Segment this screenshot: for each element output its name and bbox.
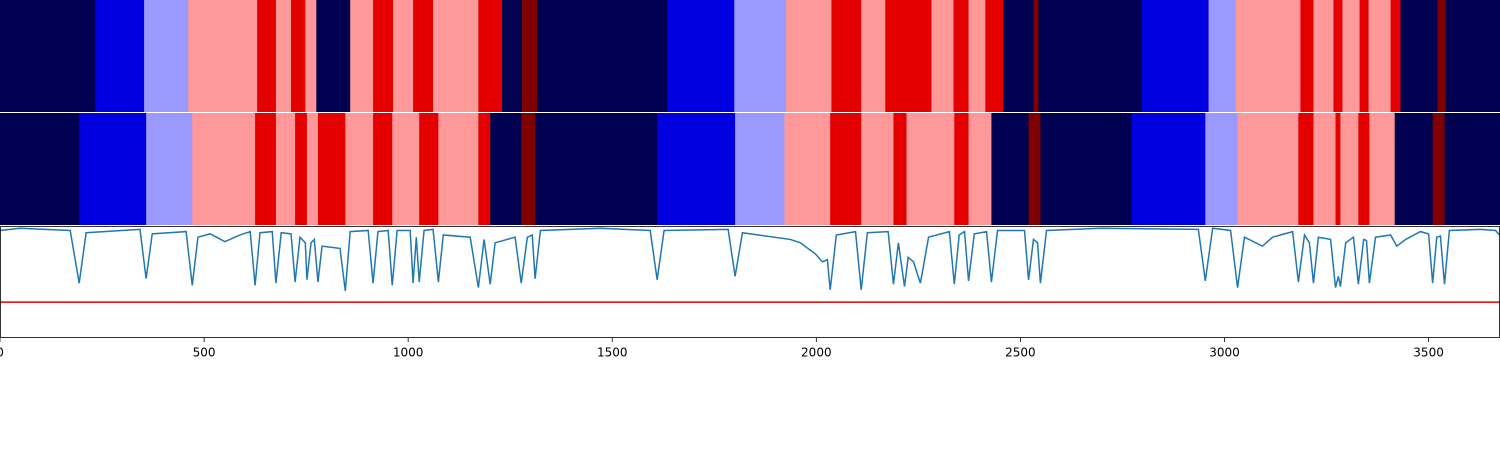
x-tick-label: 1500 — [597, 346, 628, 360]
strip-segment — [968, 0, 986, 112]
x-tick-label: 2000 — [801, 346, 832, 360]
strip-segment — [1359, 0, 1370, 112]
strip-segment — [345, 113, 374, 225]
strip-segment — [1394, 113, 1434, 225]
strip-segment — [1141, 0, 1210, 112]
strip-segment — [257, 0, 277, 112]
strip-segment — [255, 113, 277, 225]
strip-segment — [79, 113, 147, 225]
strip-segment — [350, 0, 374, 112]
strip-segment — [830, 113, 862, 225]
strip-segment — [885, 0, 932, 112]
strip-segment — [535, 113, 658, 225]
strip-segment — [1131, 113, 1206, 225]
strip-segment — [316, 0, 351, 112]
strip-segment — [861, 0, 886, 112]
strip-segment — [1400, 0, 1439, 112]
strip-segment — [1033, 0, 1039, 112]
strip-segment — [954, 113, 970, 225]
strip-segment — [373, 0, 394, 112]
strip-segment — [784, 113, 831, 225]
strip-segment — [478, 113, 491, 225]
strip-segment — [490, 113, 522, 225]
strip-segment — [1205, 113, 1239, 225]
strip-segment — [1445, 0, 1500, 112]
strip-segment — [1358, 113, 1370, 225]
strip-segment — [1208, 0, 1237, 112]
strip-segment — [146, 113, 193, 225]
data-line — [0, 227, 1500, 292]
strip-segment — [1028, 113, 1041, 225]
strip-segment — [1335, 113, 1341, 225]
strip-segment — [192, 113, 256, 225]
strip-segment — [392, 113, 420, 225]
x-tick-label: 3500 — [1413, 346, 1444, 360]
strip-segment — [1298, 113, 1314, 225]
strip-segment — [478, 0, 503, 112]
strip-segment — [1003, 0, 1034, 112]
strip-segment — [291, 0, 306, 112]
strip-segment — [522, 0, 538, 112]
strip-segment — [1390, 0, 1401, 112]
x-tick-label: 0 — [0, 346, 4, 360]
strip-segment — [735, 113, 785, 225]
strip-segment — [991, 113, 1030, 225]
strip-segment — [1300, 0, 1314, 112]
strip-segment — [537, 0, 668, 112]
strip-segment — [1342, 0, 1361, 112]
strip-segment — [1369, 113, 1396, 225]
strip-segment — [931, 0, 954, 112]
strip-segment — [317, 113, 346, 225]
x-tick-label: 1000 — [393, 346, 424, 360]
strip-segment — [667, 0, 735, 112]
strip-segment — [144, 0, 189, 112]
axes-frame — [0, 226, 1500, 338]
strip-segment — [734, 0, 787, 112]
strip-segment — [373, 113, 393, 225]
strip-segment — [968, 113, 992, 225]
strip-segment — [438, 113, 479, 225]
strip-segment — [502, 0, 523, 112]
strip-segment — [1437, 0, 1447, 112]
strip-segment — [1313, 113, 1337, 225]
strip-segment — [1340, 113, 1359, 225]
strip-segment — [305, 0, 317, 112]
strip-segment — [419, 113, 439, 225]
strip-segment — [1444, 113, 1500, 225]
strip-segment — [786, 0, 832, 112]
strip-segment — [433, 0, 479, 112]
x-tick-label: 2500 — [1005, 346, 1036, 360]
strip-segment — [1333, 0, 1343, 112]
strip-segment — [1432, 113, 1445, 225]
strip-segment — [1237, 113, 1299, 225]
strip-segment — [275, 113, 296, 225]
strip-segment — [413, 0, 434, 112]
x-tick-label: 500 — [193, 346, 216, 360]
strip-segment — [1040, 113, 1132, 225]
strip-segment — [0, 0, 96, 112]
strip-segment — [953, 0, 970, 112]
strip-segment — [1368, 0, 1392, 112]
strip-segment — [906, 113, 955, 225]
strip-segment — [306, 113, 319, 225]
strip-segment — [831, 0, 862, 112]
strip-segment — [188, 0, 258, 112]
strip-segment — [985, 0, 1004, 112]
strip-segment — [657, 113, 736, 225]
strip-segment — [295, 113, 308, 225]
strip-segment — [95, 0, 145, 112]
strip-segment — [1038, 0, 1143, 112]
strip-segment — [1235, 0, 1301, 112]
strip-segment — [1313, 0, 1334, 112]
x-tick-label: 3000 — [1209, 346, 1240, 360]
strip-segment — [893, 113, 908, 225]
strip-segment — [521, 113, 536, 225]
strip-segment — [0, 113, 80, 225]
strip-segment — [861, 113, 894, 225]
strip-segment — [393, 0, 414, 112]
strip-segment — [275, 0, 292, 112]
